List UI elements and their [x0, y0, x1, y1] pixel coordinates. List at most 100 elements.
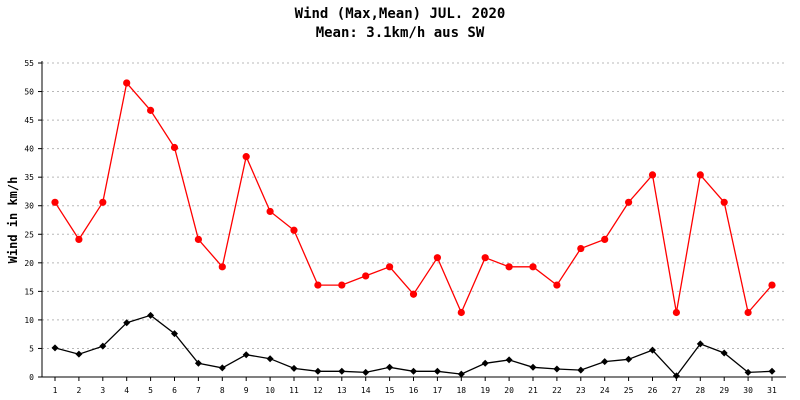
data-point — [266, 207, 274, 216]
data-point — [648, 171, 657, 179]
series-line — [54, 314, 773, 377]
x-tick-label: 20 — [504, 386, 514, 395]
x-tick-label: 31 — [767, 386, 777, 395]
x-tick-label: 9 — [244, 386, 249, 395]
data-point — [744, 308, 752, 317]
y-axis-label: Wind in km/h — [6, 177, 20, 264]
y-tick-label: 50 — [24, 88, 34, 97]
x-tick-label: 30 — [743, 386, 753, 395]
data-point — [170, 143, 179, 152]
x-tick-label: 13 — [337, 386, 347, 395]
chart-title: Wind (Max,Mean) JUL. 2020 — [295, 6, 506, 22]
y-tick-label: 20 — [24, 259, 34, 268]
data-point — [481, 359, 489, 367]
data-point — [338, 281, 346, 289]
y-tick-label: 0 — [29, 373, 34, 382]
y-tick-label: 30 — [24, 202, 34, 211]
y-tick-label: 40 — [24, 145, 34, 154]
data-point — [577, 366, 585, 374]
data-point — [457, 308, 465, 317]
data-point — [123, 79, 131, 87]
y-tick-label: 35 — [24, 173, 34, 182]
data-point — [75, 235, 83, 244]
data-point — [51, 198, 59, 206]
axes — [38, 61, 786, 381]
data-point — [51, 344, 59, 352]
chart-subtitle: Mean: 3.1km/h aus SW — [316, 25, 485, 41]
data-point — [672, 308, 681, 317]
data-point — [625, 355, 633, 363]
x-tick-label: 7 — [196, 386, 201, 395]
y-tick-labels: 0 5 10 15 20 25 30 35 40 45 50 55 — [24, 59, 34, 382]
data-point — [242, 153, 250, 161]
data-point — [720, 198, 728, 206]
x-tick-label: 17 — [433, 386, 443, 395]
y-tick-label: 45 — [24, 116, 34, 125]
data-point — [696, 171, 704, 179]
y-tick-label: 5 — [29, 344, 34, 353]
data-point — [171, 330, 178, 338]
data-point — [338, 367, 346, 375]
data-point — [649, 346, 656, 354]
data-point — [529, 263, 537, 271]
data-point — [601, 235, 609, 244]
data-point — [147, 106, 155, 114]
data-point — [601, 358, 609, 366]
data-point — [744, 368, 752, 376]
x-tick-label: 8 — [220, 386, 225, 395]
data-point — [99, 198, 107, 206]
data-point — [553, 365, 561, 373]
x-tick-label: 15 — [385, 386, 395, 395]
x-tick-label: 22 — [552, 386, 562, 395]
data-point — [386, 363, 394, 371]
data-point — [410, 367, 417, 375]
data-point — [194, 359, 202, 367]
data-point — [529, 363, 537, 371]
grid-lines — [42, 62, 786, 349]
data-point — [696, 340, 704, 348]
data-point — [290, 364, 298, 372]
data-point — [218, 364, 226, 372]
data-point — [290, 226, 298, 234]
data-point — [194, 235, 202, 244]
data-point — [266, 355, 274, 363]
data-point — [218, 263, 226, 271]
data-point — [720, 349, 728, 357]
data-point — [457, 370, 465, 378]
x-tick-label: 1 — [53, 386, 58, 395]
x-tick-label: 12 — [313, 386, 323, 395]
x-tick-label: 19 — [480, 386, 490, 395]
x-tick-labels: 1 2 3 4 5 6 7 8 9 10 11 12 13 14 15 16 17 18 19 20 21 22 23 24 2… — [53, 386, 777, 395]
x-tick-label: 4 — [124, 386, 129, 395]
data-point — [672, 372, 680, 380]
data-point — [505, 263, 513, 271]
data-point — [625, 198, 633, 206]
x-tick-label: 27 — [672, 386, 682, 395]
data-point — [505, 356, 513, 364]
x-tick-label: 25 — [624, 386, 634, 395]
data-point — [433, 254, 441, 262]
x-tick-label: 6 — [172, 386, 177, 395]
x-tick-label: 21 — [528, 386, 538, 395]
x-tick-label: 5 — [148, 386, 153, 395]
x-tick-label: 18 — [456, 386, 466, 395]
data-point — [577, 244, 585, 253]
data-point — [433, 367, 441, 375]
x-tick-label: 24 — [600, 386, 610, 395]
x-tick-label: 3 — [100, 386, 105, 395]
series-layer — [51, 79, 776, 380]
data-point — [123, 319, 131, 327]
y-tick-label: 15 — [24, 287, 34, 296]
x-tick-label: 29 — [719, 386, 729, 395]
data-point — [386, 263, 394, 271]
data-point — [768, 367, 776, 375]
data-point — [362, 272, 370, 280]
series-2 — [51, 311, 776, 380]
series-1 — [51, 79, 776, 317]
data-point — [75, 350, 83, 358]
data-point — [314, 281, 322, 289]
x-tick-label: 10 — [265, 386, 275, 395]
x-tick-label: 23 — [576, 386, 586, 395]
data-point — [409, 290, 418, 298]
